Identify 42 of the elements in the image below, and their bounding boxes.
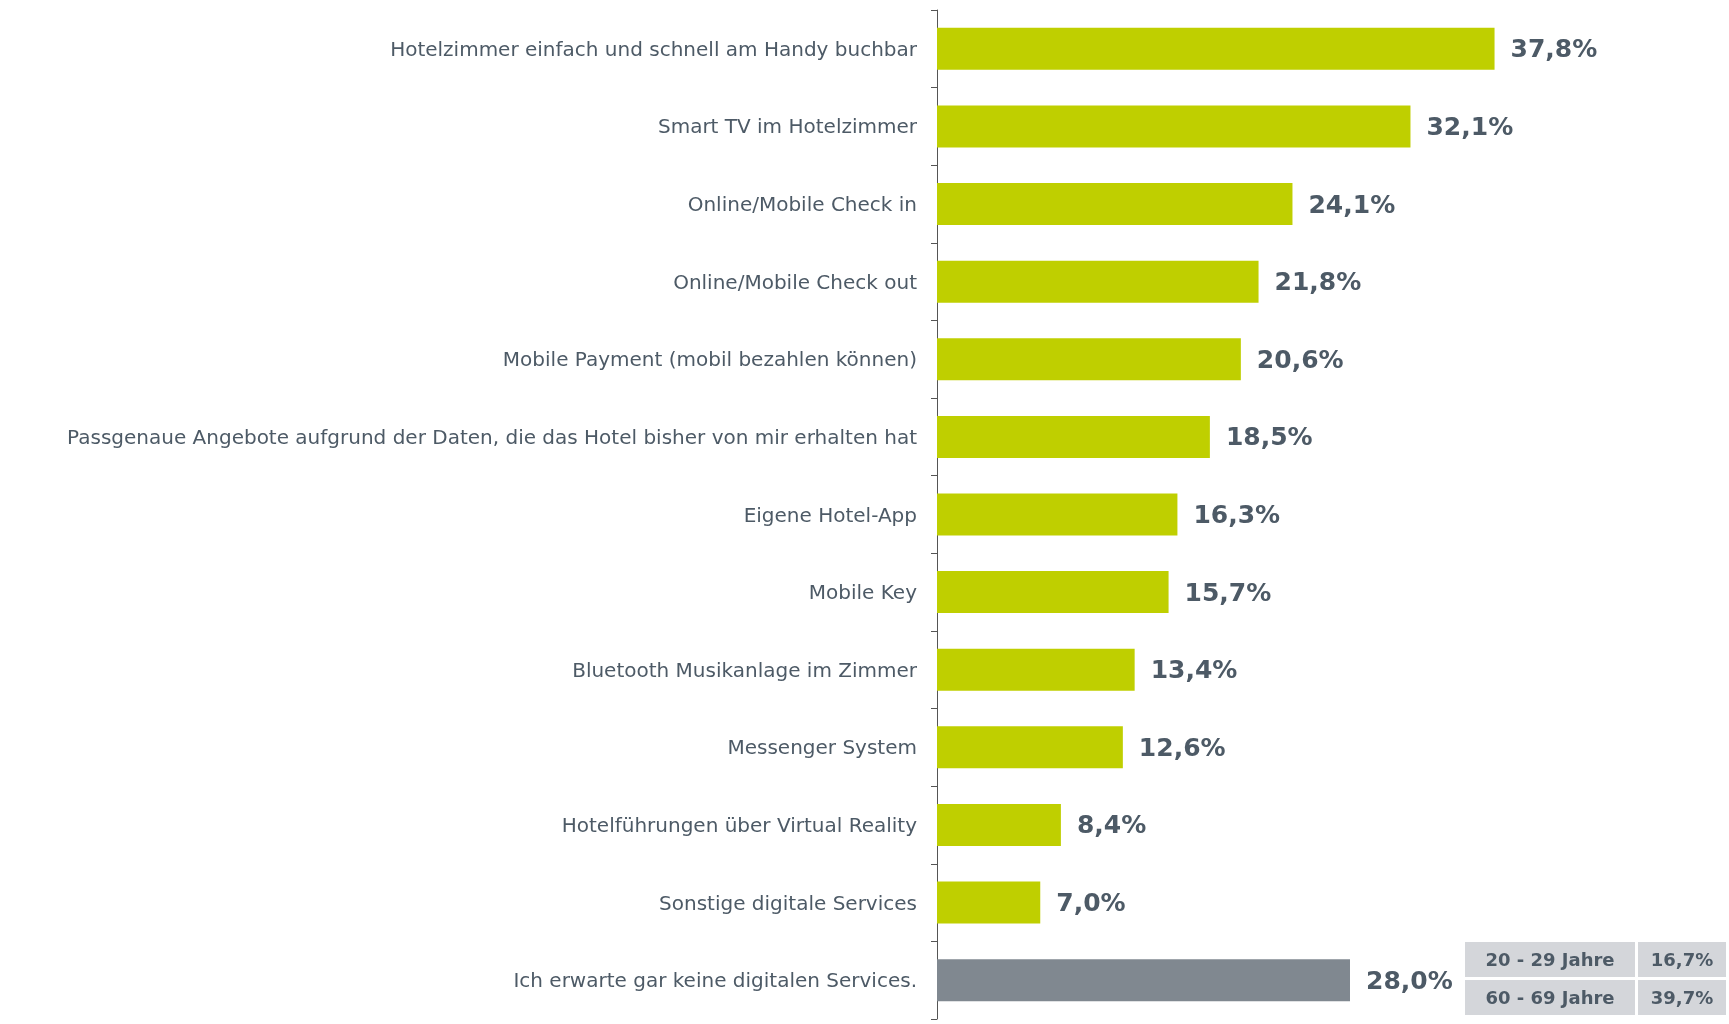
data-label: 37,8% bbox=[1510, 34, 1598, 64]
y-tick-label: Hotelführungen über Virtual Reality bbox=[561, 812, 918, 837]
data-label: 20,6% bbox=[1256, 344, 1344, 374]
bar bbox=[937, 260, 1259, 303]
y-tick-label: Mobile Payment (mobil bezahlen können) bbox=[502, 347, 917, 372]
data-label: 13,4% bbox=[1150, 655, 1238, 685]
bar bbox=[937, 415, 1210, 458]
bar bbox=[937, 493, 1178, 536]
data-label: 16,3% bbox=[1193, 500, 1281, 529]
data-label: 8,4% bbox=[1076, 810, 1147, 840]
y-tick-label: Smart TV im Hotelzimmer bbox=[657, 114, 918, 139]
y-tick-label: Bluetooth Musikanlage im Zimmer bbox=[572, 657, 918, 682]
data-label: 28,0% bbox=[1366, 965, 1453, 995]
y-tick-label: Online/Mobile Check in bbox=[687, 192, 917, 217]
y-tick-label: Ich erwarte gar keine digitalen Services. bbox=[513, 968, 917, 993]
data-label: 32,1% bbox=[1426, 111, 1514, 141]
bar bbox=[937, 648, 1135, 691]
data-label: 24,1% bbox=[1308, 189, 1396, 219]
bar bbox=[937, 183, 1293, 226]
y-tick-label: Passgenaue Angebote aufgrund der Daten, die das Hotel bisher von mir erhalten hat bbox=[67, 424, 918, 449]
y-tick-label: Messenger System bbox=[727, 735, 917, 760]
y-tick-label: Mobile Key bbox=[808, 580, 918, 605]
bar bbox=[937, 571, 1169, 614]
bar bbox=[937, 881, 1041, 924]
bar bbox=[937, 959, 1350, 1002]
y-tick-label: Sonstige digitale Services bbox=[659, 890, 917, 915]
bar bbox=[937, 338, 1241, 381]
info-table: 20 - 29 Jahre 16,7% 60 - 69 Jahre 39,7% bbox=[1465, 942, 1726, 1016]
data-label: 18,5% bbox=[1225, 422, 1313, 452]
data-label: 21,8% bbox=[1274, 267, 1362, 297]
bar bbox=[937, 803, 1061, 846]
y-tick-label: Hotelzimmer einfach und schnell am Handy buchbar bbox=[390, 36, 918, 61]
data-label: 12,6% bbox=[1138, 732, 1226, 762]
bar bbox=[937, 726, 1123, 769]
y-tick-label: Online/Mobile Check out bbox=[673, 269, 918, 294]
annotation: 60 - 69 Jahre bbox=[1465, 980, 1635, 1016]
data-label: 15,7% bbox=[1184, 577, 1272, 607]
bar bbox=[937, 105, 1411, 148]
annotation: 20 - 29 Jahre bbox=[1465, 942, 1635, 978]
data-label: 7,0% bbox=[1056, 888, 1126, 918]
bar bbox=[937, 27, 1495, 70]
y-tick-label: Eigene Hotel-App bbox=[743, 502, 917, 527]
